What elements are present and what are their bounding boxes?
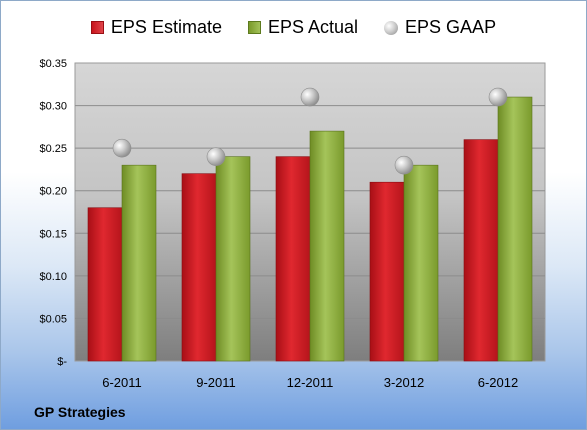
bar-eps-estimate [369, 181, 405, 362]
x-tick-label: 9-2011 [196, 375, 236, 390]
legend-item-eps-actual: EPS Actual [247, 17, 359, 38]
y-tick-label: $0.05 [39, 313, 67, 325]
y-tick-label: $0.10 [39, 271, 67, 283]
x-tick-label: 6-2011 [102, 375, 142, 390]
legend-label-eps-estimate: EPS Estimate [110, 17, 222, 37]
y-tick-label: $0.30 [39, 101, 67, 113]
legend-item-eps-estimate: EPS Estimate [90, 17, 222, 38]
legend-label-eps-gaap: EPS GAAP [405, 17, 497, 37]
bar-eps-estimate [87, 207, 123, 362]
point-eps-gaap [394, 155, 414, 175]
legend: EPS Estimate EPS Actual EPS GAAP [1, 17, 586, 38]
y-tick-label: $0.15 [39, 228, 67, 240]
x-axis-ticks: 6-2011 9-2011 12-2011 3-2012 6-2012 [102, 375, 518, 390]
y-tick-label: $0.35 [39, 58, 67, 70]
gaap-points [112, 87, 508, 175]
x-tick-label: 6-2012 [478, 375, 518, 390]
bars [87, 96, 533, 362]
bar-eps-estimate [463, 139, 499, 362]
point-eps-gaap [488, 87, 508, 107]
bar-eps-estimate [181, 173, 217, 362]
legend-label-eps-actual: EPS Actual [267, 17, 359, 37]
y-axis-ticks: $- $0.05 $0.10 $0.15 $0.20 $0.25 $0.30 $0.35 [39, 58, 67, 368]
y-tick-label: $0.25 [39, 143, 67, 155]
bar-eps-estimate [275, 156, 311, 362]
company-name: GP Strategies [34, 404, 126, 420]
legend-swatch-eps-actual [247, 21, 261, 34]
point-eps-gaap [112, 138, 132, 158]
y-tick-label: $- [57, 356, 67, 368]
bar-eps-actual [497, 96, 533, 362]
x-tick-label: 3-2012 [384, 375, 424, 390]
bar-eps-actual [215, 156, 251, 362]
bar-eps-actual [309, 130, 345, 362]
bar-eps-actual [403, 164, 439, 362]
x-tick-label: 12-2011 [287, 375, 334, 390]
point-eps-gaap [206, 147, 226, 166]
legend-item-eps-gaap: EPS GAAP [384, 17, 496, 38]
legend-swatch-eps-estimate [90, 21, 104, 34]
legend-swatch-eps-gaap [384, 20, 399, 35]
y-tick-label: $0.20 [39, 186, 67, 198]
point-eps-gaap [300, 87, 320, 107]
bar-eps-actual [121, 164, 157, 362]
